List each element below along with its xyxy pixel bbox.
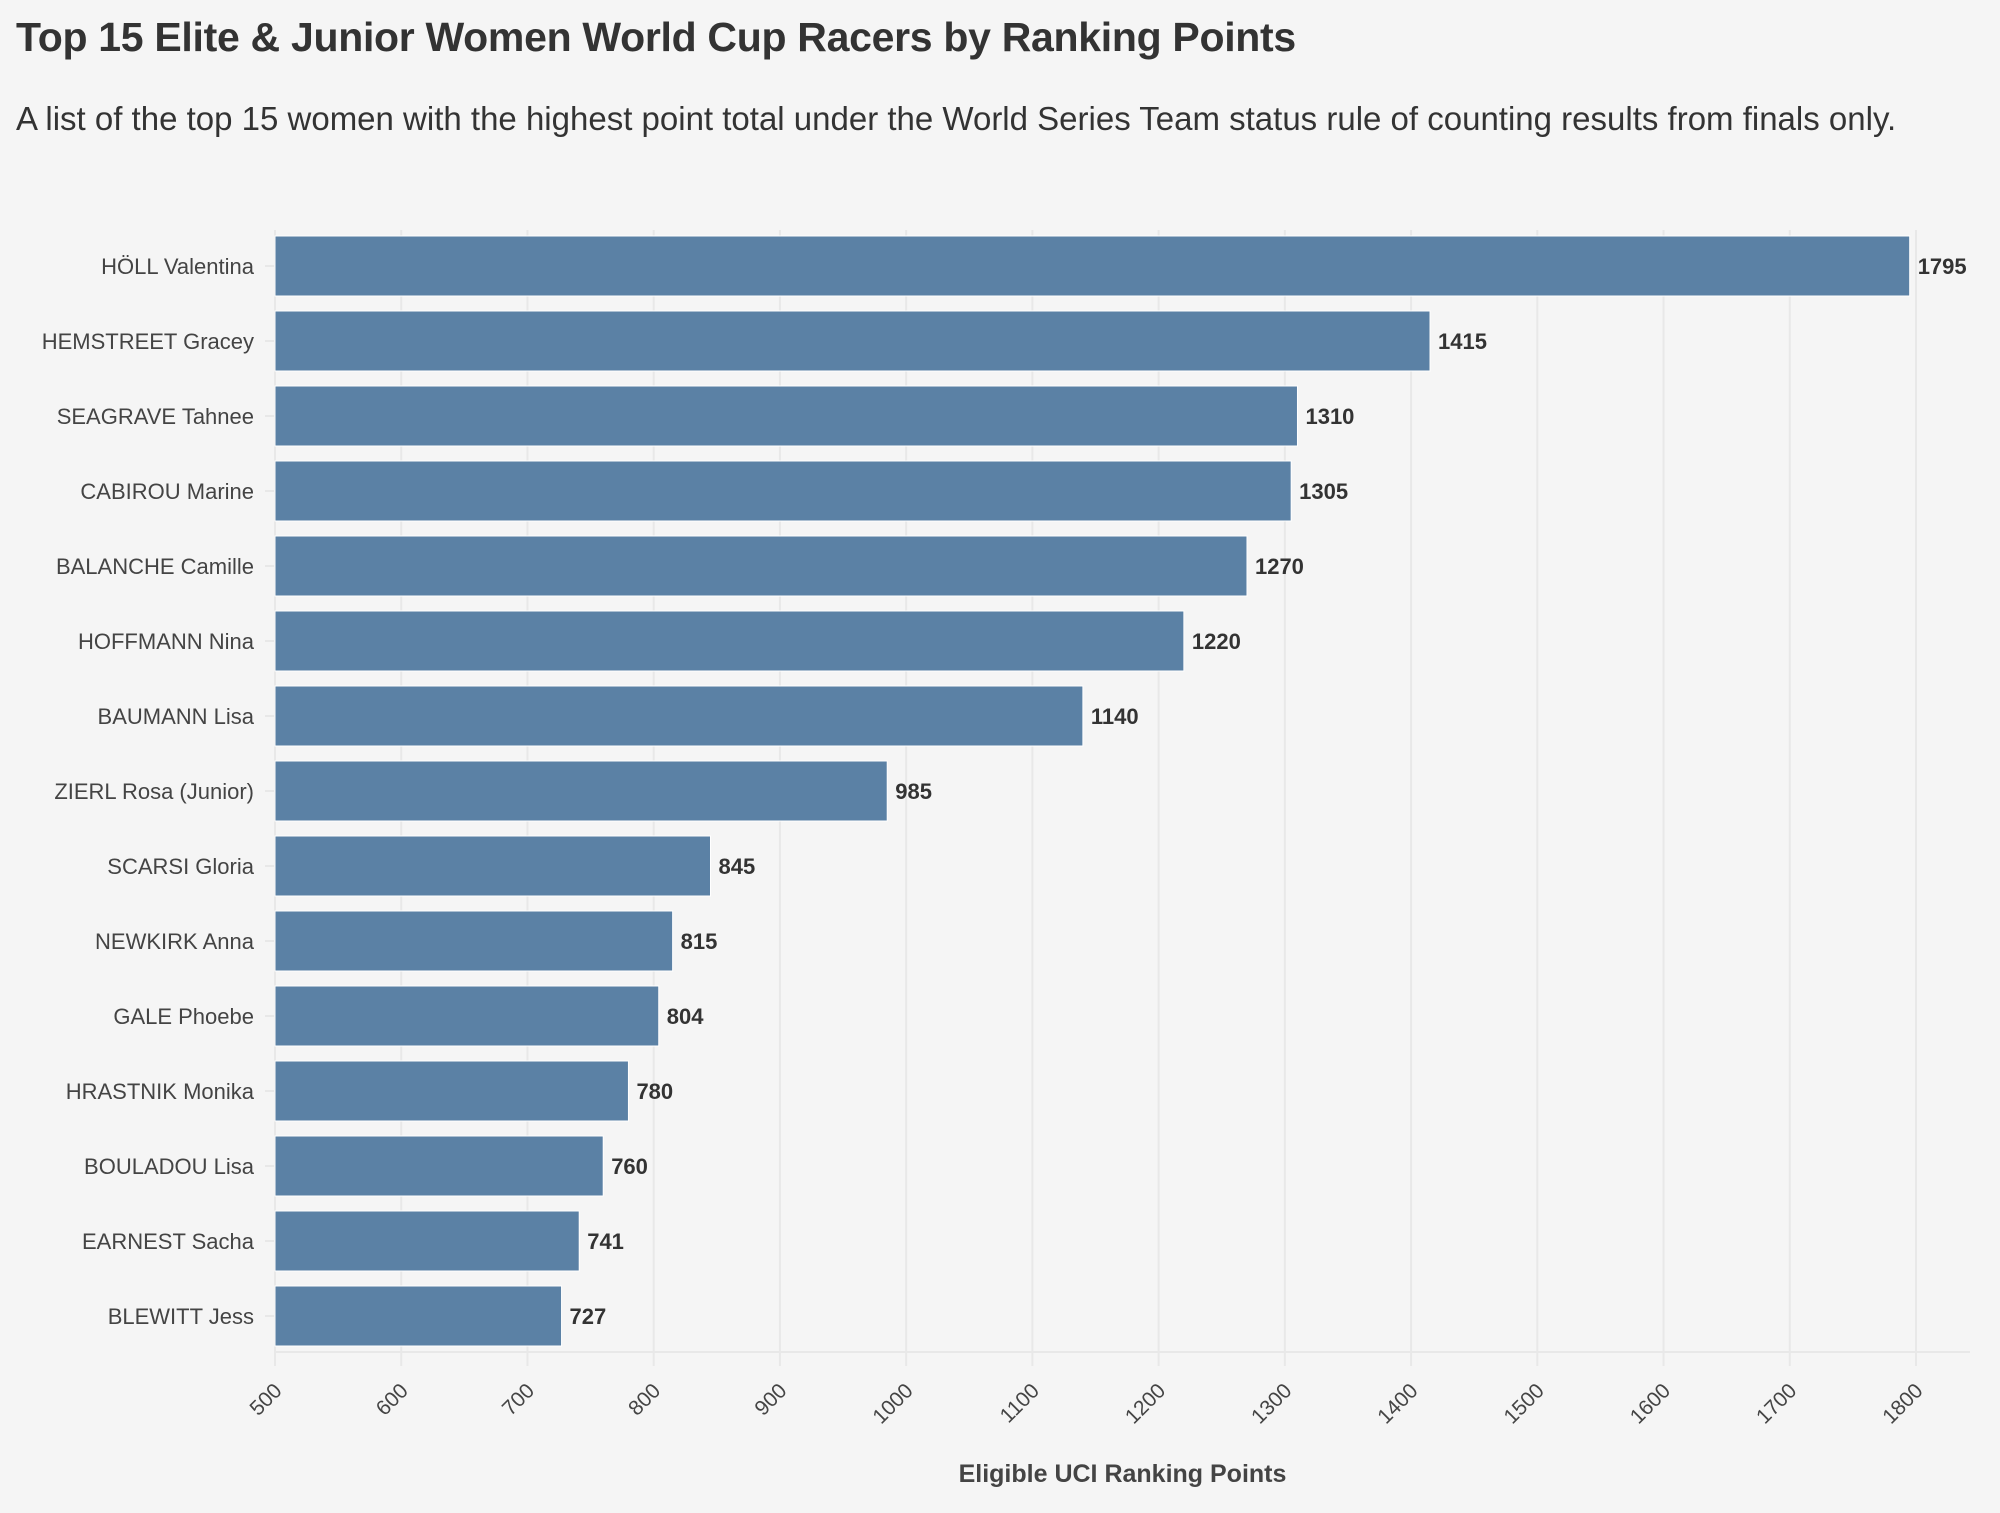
y-category-label: BALANCHE Camille bbox=[56, 554, 254, 579]
x-tick-label: 1400 bbox=[1373, 1379, 1422, 1428]
data-label: 815 bbox=[681, 929, 718, 954]
chart-title: Top 15 Elite & Junior Women World Cup Ra… bbox=[16, 14, 1296, 60]
y-category-label: SEAGRAVE Tahnee bbox=[57, 404, 254, 429]
data-label: 1220 bbox=[1192, 629, 1241, 654]
y-category-label: GALE Phoebe bbox=[113, 1004, 254, 1029]
bar bbox=[274, 460, 1292, 522]
bar bbox=[274, 535, 1248, 597]
bar bbox=[274, 385, 1298, 447]
data-label: 780 bbox=[636, 1079, 673, 1104]
bar bbox=[274, 760, 888, 822]
x-tick-label: 1000 bbox=[868, 1379, 917, 1428]
bar bbox=[274, 235, 1911, 297]
data-label: 845 bbox=[718, 854, 755, 879]
x-tick-label: 500 bbox=[245, 1379, 286, 1420]
y-category-label: BAUMANN Lisa bbox=[98, 704, 255, 729]
bar bbox=[274, 310, 1431, 372]
y-category-label: BOULADOU Lisa bbox=[84, 1154, 255, 1179]
data-label: 1310 bbox=[1305, 404, 1354, 429]
x-tick-label: 1100 bbox=[996, 1379, 1044, 1427]
y-category-label: HRASTNIK Monika bbox=[66, 1079, 255, 1104]
data-label: 727 bbox=[570, 1304, 607, 1329]
x-axis-title: Eligible UCI Ranking Points bbox=[959, 1460, 1287, 1488]
data-label: 741 bbox=[587, 1229, 624, 1254]
bar bbox=[274, 910, 674, 972]
y-category-label: NEWKIRK Anna bbox=[95, 929, 255, 954]
x-tick-label: 900 bbox=[750, 1379, 791, 1420]
y-category-label: BLEWITT Jess bbox=[108, 1304, 254, 1329]
x-tick-label: 700 bbox=[498, 1379, 539, 1420]
x-tick-label: 1700 bbox=[1752, 1379, 1801, 1428]
x-tick-label: 800 bbox=[624, 1379, 665, 1420]
data-label: 1270 bbox=[1255, 554, 1304, 579]
y-category-label: HÖLL Valentina bbox=[101, 254, 255, 279]
x-tick-label: 1500 bbox=[1500, 1379, 1549, 1428]
data-label: 985 bbox=[895, 779, 932, 804]
x-tick-label: 1600 bbox=[1626, 1379, 1675, 1428]
x-tick-label: 600 bbox=[372, 1379, 413, 1420]
bar bbox=[274, 610, 1185, 672]
y-category-label: EARNEST Sacha bbox=[82, 1229, 255, 1254]
bar bbox=[274, 1135, 604, 1197]
bar bbox=[274, 1210, 580, 1272]
data-label: 1305 bbox=[1299, 479, 1348, 504]
data-label: 1795 bbox=[1918, 254, 1967, 279]
chart-subtitle: A list of the top 15 women with the high… bbox=[16, 100, 1897, 137]
bar bbox=[274, 985, 660, 1047]
bar bbox=[274, 1285, 563, 1347]
x-tick-label: 1200 bbox=[1121, 1379, 1170, 1428]
data-label: 1415 bbox=[1438, 329, 1487, 354]
y-category-label: HOFFMANN Nina bbox=[78, 629, 255, 654]
y-category-label: SCARSI Gloria bbox=[107, 854, 254, 879]
y-category-label: ZIERL Rosa (Junior) bbox=[54, 779, 254, 804]
data-label: 804 bbox=[667, 1004, 704, 1029]
x-tick-label: 1300 bbox=[1247, 1379, 1296, 1428]
y-category-label: HEMSTREET Gracey bbox=[42, 329, 254, 354]
data-label: 760 bbox=[611, 1154, 648, 1179]
bar bbox=[274, 1060, 629, 1122]
bar bbox=[274, 685, 1084, 747]
data-label: 1140 bbox=[1091, 704, 1139, 729]
y-category-label: CABIROU Marine bbox=[80, 479, 254, 504]
bar bbox=[274, 835, 711, 897]
x-tick-label: 1800 bbox=[1878, 1379, 1927, 1428]
